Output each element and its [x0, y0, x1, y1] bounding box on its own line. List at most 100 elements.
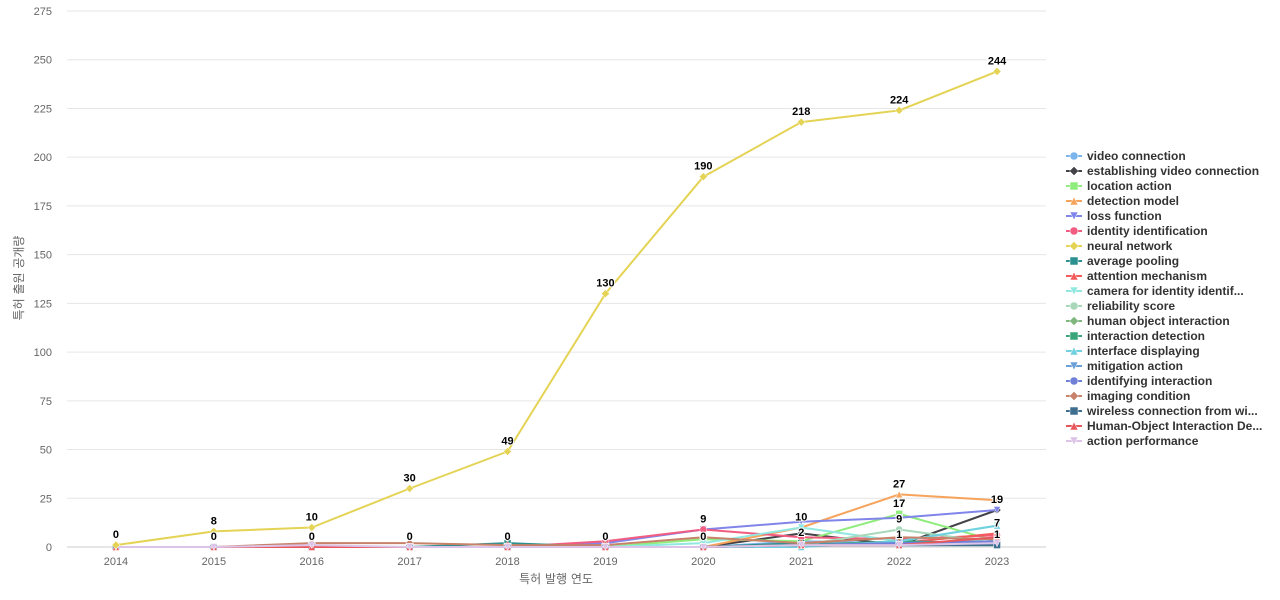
legend-item[interactable]: human object interaction — [1066, 313, 1276, 328]
legend-label: interaction detection — [1087, 328, 1206, 343]
legend-marker-icon — [1066, 436, 1082, 446]
legend-marker-icon — [1066, 345, 1082, 355]
legend-label: mitigation action — [1087, 358, 1183, 373]
legend-marker-icon — [1066, 195, 1082, 205]
legend-item[interactable]: neural network — [1066, 238, 1276, 253]
legend-item[interactable]: identity identification — [1066, 223, 1276, 238]
legend-label: establishing video connection — [1087, 163, 1260, 178]
legend-label: attention mechanism — [1087, 268, 1208, 283]
data-label: 49 — [501, 435, 513, 447]
legend-item[interactable]: wireless connection from wi... — [1066, 403, 1276, 418]
legend-marker-icon — [1066, 226, 1082, 235]
data-label: 0 — [700, 531, 706, 543]
legend-label: reliability score — [1087, 298, 1176, 313]
data-point — [796, 117, 806, 127]
legend-item[interactable]: interaction detection — [1066, 328, 1276, 343]
data-point — [895, 541, 904, 550]
x-tick-label: 2018 — [495, 556, 519, 568]
legend-item[interactable]: interface displaying — [1066, 343, 1276, 358]
chart-legend: video connection establishing video conne… — [1066, 148, 1276, 448]
legend-label: average pooling — [1087, 253, 1180, 268]
legend-label: wireless connection from wi... — [1087, 403, 1258, 418]
data-point — [601, 289, 610, 298]
legend-symbol — [1069, 165, 1079, 176]
legend-symbol — [1069, 390, 1079, 401]
legend-label: camera for identity identif... — [1087, 283, 1244, 298]
legend-item[interactable]: attention mechanism — [1066, 268, 1276, 283]
legend-marker-icon — [1066, 240, 1082, 251]
series-6 — [111, 67, 1002, 550]
data-point — [503, 543, 512, 552]
data-point — [992, 67, 1002, 76]
legend-symbol — [1069, 211, 1079, 221]
data-point — [601, 543, 610, 552]
x-tick-label: 2014 — [104, 556, 128, 568]
legend-item[interactable]: video connection — [1066, 148, 1276, 163]
data-point — [895, 514, 904, 522]
legend-item[interactable]: camera for identity identif... — [1066, 283, 1276, 298]
legend-marker-icon — [1066, 211, 1082, 221]
data-label: 0 — [309, 531, 315, 543]
data-label: 27 — [893, 478, 905, 490]
y-tick-label: 250 — [34, 55, 52, 67]
legend-item[interactable]: loss function — [1066, 208, 1276, 223]
legend-symbol — [1069, 331, 1079, 340]
axes: 특허 발행 연도 특허 출원 공개량 025507510012515017520… — [12, 6, 1009, 586]
data-label: 10 — [795, 512, 807, 524]
legend-label: interface displaying — [1087, 343, 1200, 358]
data-label: 1 — [994, 529, 1000, 541]
data-label: 0 — [504, 531, 510, 543]
data-label: 9 — [700, 513, 706, 525]
legend-item[interactable]: imaging condition — [1066, 388, 1276, 403]
legend-item[interactable]: average pooling — [1066, 253, 1276, 268]
legend-symbol — [1069, 436, 1079, 446]
legend-label: loss function — [1087, 208, 1162, 223]
legend-item[interactable]: establishing video connection — [1066, 163, 1276, 178]
y-tick-label: 150 — [34, 250, 52, 262]
x-tick-label: 2016 — [300, 556, 324, 568]
data-point — [993, 496, 1001, 504]
data-point — [699, 543, 708, 552]
legend-symbol — [1069, 181, 1079, 190]
legend-marker-icon — [1066, 331, 1082, 340]
legend-symbol — [1069, 195, 1079, 205]
legend-marker-icon — [1066, 165, 1082, 176]
legend-symbol — [1069, 151, 1079, 160]
legend-marker-icon — [1066, 406, 1082, 415]
data-point — [307, 523, 317, 532]
y-tick-label: 100 — [34, 347, 52, 359]
data-label: 17 — [893, 498, 905, 510]
data-point — [993, 521, 1001, 530]
data-point — [797, 541, 806, 550]
series-line — [116, 509, 998, 548]
legend-symbol — [1069, 256, 1079, 265]
legend-label: imaging condition — [1087, 388, 1191, 403]
data-label: 0 — [602, 531, 608, 543]
data-point — [698, 532, 708, 542]
legend-marker-icon — [1066, 256, 1082, 265]
legend-marker-icon — [1066, 301, 1082, 310]
legend-item[interactable]: Human-Object Interaction De... — [1066, 418, 1276, 433]
legend-item[interactable]: action performance — [1066, 433, 1276, 448]
x-tick-label: 2023 — [985, 556, 1009, 568]
grid-lines — [67, 10, 1046, 548]
legend-item[interactable]: reliability score — [1066, 298, 1276, 313]
data-label: 9 — [896, 513, 902, 525]
legend-marker-icon — [1066, 315, 1082, 326]
legend-marker-icon — [1066, 151, 1082, 160]
y-tick-label: 225 — [34, 103, 52, 115]
legend-label: Human-Object Interaction De... — [1087, 418, 1263, 433]
y-tick-label: 50 — [40, 445, 52, 457]
legend-symbol — [1069, 286, 1079, 296]
data-point — [698, 172, 708, 182]
data-point — [797, 523, 806, 532]
line-chart: 특허 발행 연도 특허 출원 공개량 025507510012515017520… — [12, 6, 1046, 586]
legend-item[interactable]: mitigation action — [1066, 358, 1276, 373]
data-label: 8 — [211, 515, 217, 527]
legend-item[interactable]: detection model — [1066, 193, 1276, 208]
legend-item[interactable]: identifying interaction — [1066, 373, 1276, 388]
data-label: 1 — [896, 529, 902, 541]
y-axis-title: 특허 출원 공개량 — [12, 236, 26, 321]
legend-item[interactable]: location action — [1066, 178, 1276, 193]
